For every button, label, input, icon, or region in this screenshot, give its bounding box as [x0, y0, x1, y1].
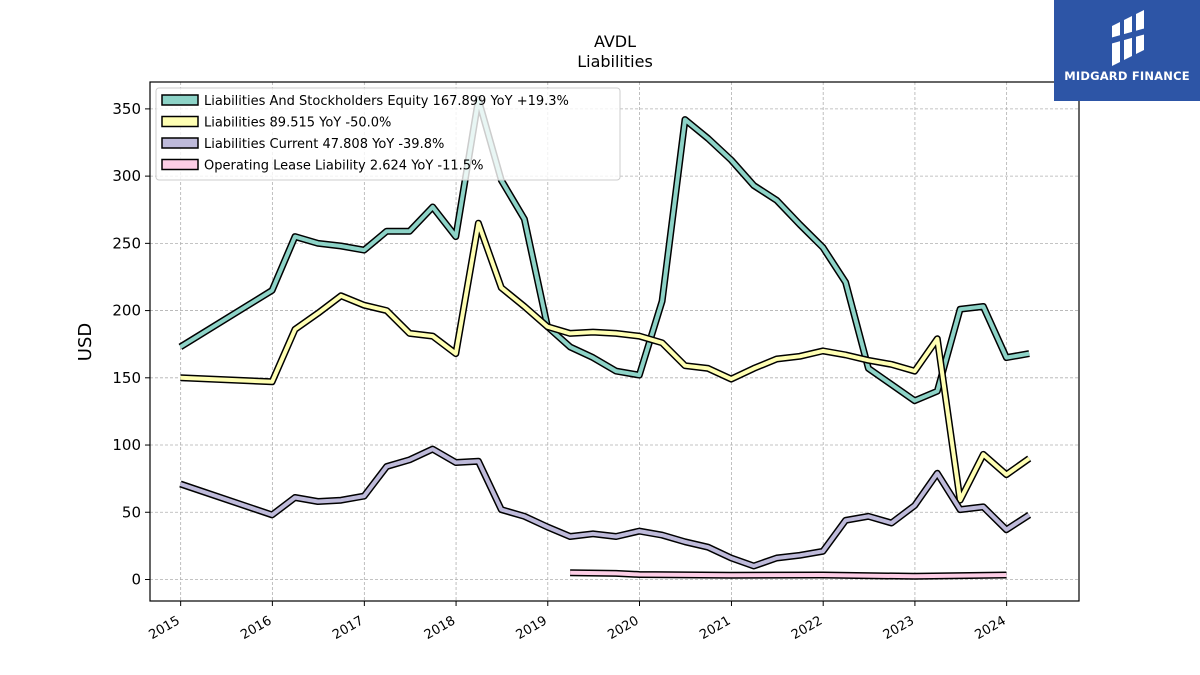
series-line-2: [180, 219, 1032, 504]
legend-box: [155, 87, 621, 181]
y-tick-label: 150: [112, 369, 141, 387]
x-tick-label: 2020: [605, 613, 641, 643]
y-axis: 0 50 100 150 200 250 300 350: [112, 100, 150, 588]
logo-text: MIDGARD FINANCE: [1064, 69, 1190, 83]
y-tick-label: 200: [112, 302, 141, 320]
legend-swatch: [161, 115, 199, 128]
x-tick-label: 2024: [972, 613, 1008, 643]
legend-swatch: [161, 137, 199, 149]
y-tick-label: 50: [122, 503, 141, 521]
y-tick-label: 100: [112, 436, 141, 454]
y-axis-label: USD: [75, 323, 96, 361]
x-tick-label: 2018: [422, 613, 458, 643]
legend-label: Liabilities And Stockholders Equity 167.…: [204, 94, 569, 109]
legend-swatch: [161, 94, 199, 106]
x-tick-label: 2019: [514, 613, 550, 643]
legend-label: Liabilities Current 47.808 YoY -39.8%: [204, 137, 444, 152]
brand-logo: MIDGARD FINANCE: [1054, 0, 1200, 101]
series-path: [179, 447, 1031, 568]
y-tick-label: 250: [112, 234, 141, 252]
x-axis: 2015 2016 2017 2018 2019 2020 2021 2022 2023 2024: [146, 601, 1009, 643]
series-line-1: [178, 96, 1030, 405]
legend-swatch: [161, 158, 199, 171]
series-line-3: [179, 445, 1032, 570]
x-tick-label: 2022: [789, 613, 825, 643]
legend-label: Liabilities 89.515 YoY -50.0%: [204, 116, 391, 131]
x-tick-label: 2016: [238, 613, 274, 643]
x-tick-label: 2015: [146, 613, 182, 643]
x-tick-label: 2017: [330, 613, 366, 643]
y-tick-label: 300: [112, 167, 141, 185]
series-line-4: [570, 569, 1007, 580]
y-tick-label: 0: [131, 570, 141, 588]
series-path: [179, 97, 1030, 403]
y-tick-label: 350: [112, 100, 141, 118]
series-path: [570, 570, 1007, 579]
plot-frame: [149, 81, 1080, 602]
x-tick-label: 2023: [881, 613, 917, 643]
logo-mark-icon: [1110, 10, 1146, 66]
series-outline: [179, 445, 1032, 570]
legend-label: Operating Lease Liability 2.624 YoY -11.…: [204, 159, 483, 174]
legend: Liabilities And Stockholders Equity 167.…: [155, 87, 621, 181]
series-path: [180, 221, 1031, 503]
x-tick-label: 2021: [697, 613, 733, 643]
series-layer: [178, 96, 1032, 580]
chart-title: AVDL: [594, 32, 636, 51]
chart-subtitle: Liabilities: [577, 52, 653, 71]
